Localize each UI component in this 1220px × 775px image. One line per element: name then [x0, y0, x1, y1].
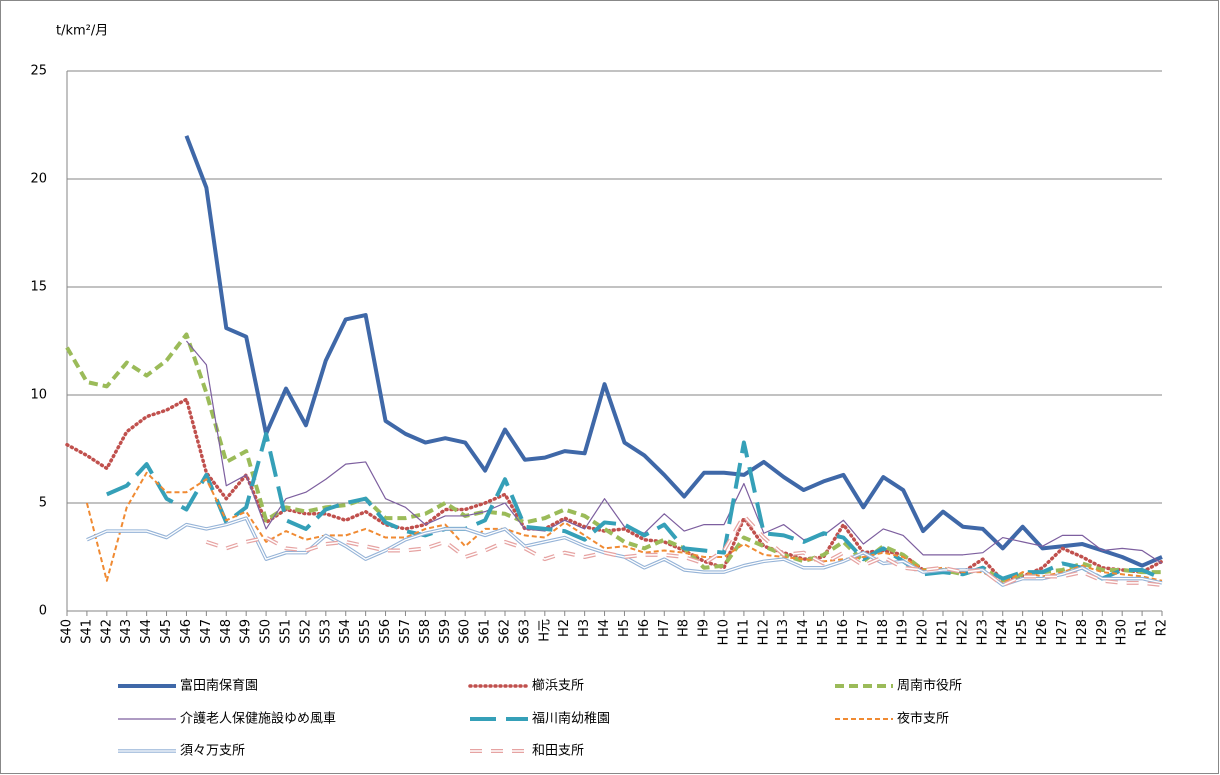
legend-label: 須々万支所	[180, 744, 245, 759]
x-tick-label: R1	[1135, 619, 1150, 636]
series-line	[184, 135, 1163, 568]
x-tick-label: H8	[677, 619, 692, 637]
x-tick-label: H11	[736, 619, 751, 645]
legend-label: 福川南幼稚園	[532, 711, 610, 727]
x-tick-label: H15	[816, 619, 831, 645]
x-tick-label: S49	[239, 619, 254, 644]
x-tick-label: S52	[298, 619, 313, 644]
x-tick-label: S55	[358, 619, 373, 644]
x-tick-label: H28	[1075, 619, 1090, 645]
x-tick-label: H22	[955, 619, 970, 645]
y-axis-label: t/km²/月	[56, 24, 108, 39]
x-tick-label: S62	[498, 619, 513, 644]
x-tick-label: S63	[517, 619, 532, 644]
x-tick-label: S40	[60, 619, 75, 644]
series-line	[106, 431, 1163, 581]
x-tick-label: H19	[896, 619, 911, 645]
x-tick-label: H6	[637, 619, 652, 637]
x-tick-label: H16	[836, 619, 851, 645]
x-tick-label: H2	[557, 619, 572, 637]
x-tick-label: H24	[995, 619, 1010, 645]
x-tick-label: H4	[597, 619, 612, 637]
legend-label: 和田支所	[532, 744, 584, 759]
legend-label: 介護老人保健施設ゆめ風車	[180, 711, 336, 727]
x-tick-label: S57	[398, 619, 413, 644]
legend-label: 富田南保育園	[180, 678, 258, 694]
x-tick-label: H7	[657, 619, 672, 637]
x-tick-label: H13	[776, 619, 791, 645]
x-tick-label: H元	[537, 619, 552, 642]
y-tick-label: 20	[30, 172, 47, 187]
y-tick-label: 5	[39, 496, 47, 511]
series-line-inner	[86, 517, 1163, 586]
x-tick-label: S54	[338, 619, 353, 644]
x-tick-label: S46	[179, 619, 194, 644]
x-tick-label: S53	[318, 619, 333, 644]
x-tick-label: H17	[856, 619, 871, 645]
x-tick-label: S60	[458, 619, 473, 644]
x-tick-label: H10	[717, 619, 732, 645]
x-tick-label: H26	[1035, 619, 1050, 645]
x-tick-label: S48	[219, 619, 234, 644]
x-tick-label: H23	[975, 619, 990, 645]
legend-label: 櫛浜支所	[532, 679, 584, 694]
x-tick-label: H14	[796, 619, 811, 645]
x-tick-label: S45	[159, 619, 174, 644]
x-tick-label: S61	[478, 619, 493, 644]
legend-label: 周南市役所	[897, 678, 962, 694]
y-tick-label: 0	[39, 604, 47, 619]
y-tick-label: 25	[30, 64, 47, 79]
x-tick-label: S44	[139, 619, 154, 644]
x-tick-label: H5	[617, 619, 632, 637]
x-tick-label: H12	[756, 619, 771, 645]
x-tick-label: H20	[916, 619, 931, 645]
y-tick-label: 15	[30, 280, 47, 295]
x-tick-label: H21	[936, 619, 951, 645]
x-tick-label: S43	[119, 619, 134, 644]
x-tick-label: H25	[1015, 619, 1030, 645]
x-tick-label: H30	[1115, 619, 1130, 645]
x-tick-label: S50	[259, 619, 274, 644]
x-tick-label: R2	[1155, 619, 1170, 636]
x-tick-label: H29	[1095, 619, 1110, 645]
x-tick-label: S51	[279, 619, 294, 644]
x-tick-label: H27	[1055, 619, 1070, 645]
x-tick-label: H18	[876, 619, 891, 645]
x-tick-label: S41	[79, 619, 94, 644]
x-tick-label: S56	[378, 619, 393, 644]
x-tick-label: H3	[577, 619, 592, 637]
x-tick-label: S58	[418, 619, 433, 644]
y-tick-label: 10	[30, 388, 47, 403]
x-tick-label: S42	[99, 619, 114, 644]
x-tick-label: H9	[697, 619, 712, 637]
series-line	[185, 340, 1163, 564]
x-tick-label: S47	[199, 619, 214, 644]
legend-label: 夜市支所	[897, 711, 949, 727]
x-tick-label: S59	[438, 619, 453, 644]
series-line	[85, 471, 1163, 584]
